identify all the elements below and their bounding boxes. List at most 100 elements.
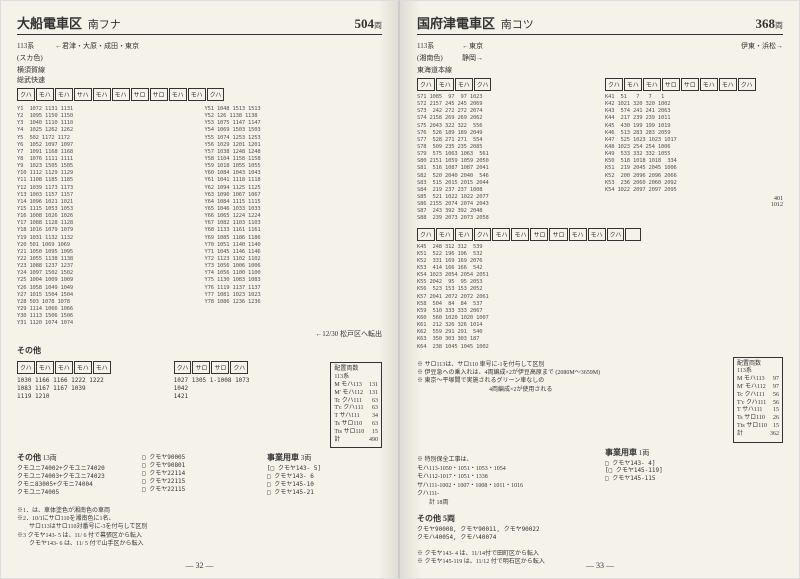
jigyo: 事業用車 1両 □ クモヤ143- 4][□ クモヤ145-119]□ クモヤ1… bbox=[605, 447, 783, 485]
car-label: クハ bbox=[738, 78, 756, 91]
car-label: クハ bbox=[607, 228, 625, 241]
mid-row: ※ サロ113は、サロ110 車号に-1を付与して区別※ 伊豆急への乗入れは、4… bbox=[417, 353, 783, 447]
color-note: (スカ色) bbox=[17, 53, 45, 63]
notes-mid: ※ 特別保全工事は、 モハ113-1050・1051・1053・1054モハ11… bbox=[417, 455, 595, 507]
sonota2-items: クモユニ74002+クモユニ74020クモユニ74003+クモユニ74023クモ… bbox=[17, 465, 132, 496]
sonota-count: 5両 bbox=[443, 514, 455, 523]
car-label: モハ bbox=[624, 78, 642, 91]
line-2: 総武快速 bbox=[17, 75, 45, 85]
series-note: ←東京 bbox=[462, 41, 483, 51]
car-label: クハ bbox=[605, 78, 623, 91]
car-label: サロ bbox=[211, 361, 229, 374]
depot-title: 国府津電車区 南コツ bbox=[417, 13, 534, 32]
header-left: 大船電車区 南フナ 504両 bbox=[17, 13, 382, 35]
formation-table-y51: Y51 1048 1513 1513Y52 126 1138 1138Y53 1… bbox=[205, 106, 383, 306]
count-value: 504 bbox=[355, 16, 375, 31]
car-label: モハ bbox=[455, 228, 473, 241]
depot-code: 南フナ bbox=[88, 19, 121, 31]
k-col: クハ モハ モハ サロ サロ モハ モハ クハ K41 51 7 7 1K42 … bbox=[605, 75, 783, 208]
series-row: 113系 (湘南色) 東海道本線 ←東京 静岡→ 伊東・浜松→ bbox=[417, 39, 783, 75]
top-tables: クハ モハ モハ クハ S71 1085 97 97 1023S72 2157 … bbox=[417, 75, 783, 225]
car-label bbox=[625, 228, 641, 241]
car-label: クハ bbox=[417, 228, 435, 241]
series-row: 113系 (スカ色) 横須賀線 総武快速 ←君津・大原・成田・東京 bbox=[17, 39, 382, 85]
car-label: クハ bbox=[230, 361, 248, 374]
series-label: 113系 bbox=[417, 41, 452, 51]
route-dest: 静岡→ bbox=[462, 53, 483, 63]
jigyo-label: 事業用車 bbox=[267, 453, 299, 462]
page-number: — 32 — bbox=[186, 561, 214, 570]
sonota-data2: 1027 1305 1-1008 107310421421 bbox=[174, 377, 321, 400]
alloc-rows: M モハ11397M' モハ11297Tc クハ11156T'c クハ11156… bbox=[737, 376, 779, 438]
car-label: サロ bbox=[131, 88, 149, 101]
car-label: クハ bbox=[474, 78, 492, 91]
car-label: モハ bbox=[112, 88, 130, 101]
sum-note2: 1012 bbox=[605, 202, 783, 208]
total-count: 504両 bbox=[355, 16, 383, 32]
sonota-col1: クハ モハ モハ モハ モハ 1030 1166 1166 1222 12221… bbox=[17, 358, 164, 402]
notes-mid-list: モハ113-1050・1051・1053・1054モハ112-1017・1051… bbox=[417, 465, 595, 507]
page-33: 国府津電車区 南コツ 368両 113系 (湘南色) 東海道本線 ←東京 静岡→… bbox=[400, 0, 800, 579]
page-number: — 33 — bbox=[586, 561, 614, 570]
car-label: サロ bbox=[192, 361, 210, 374]
jigyo-label: 事業用車 bbox=[605, 448, 637, 457]
allocation-box: 配置両数 113系 M モハ11397M' モハ11297Tc クハ11156T… bbox=[733, 357, 783, 443]
car-header-k2: クハ モハ モハ クハ モハ モハ サロ サロ モハ モハ クハ bbox=[417, 228, 783, 241]
series-note: ←君津・大原・成田・東京 bbox=[55, 41, 139, 51]
car-label: モハ bbox=[436, 228, 454, 241]
car-label: クハ bbox=[417, 78, 435, 91]
jigyo-count: 1両 bbox=[639, 449, 650, 457]
car-label: クハ bbox=[17, 361, 35, 374]
sonota2-label: その他 bbox=[17, 453, 41, 462]
notes-mid-title: ※ 特別保全工事は、 bbox=[417, 456, 595, 464]
sonota-row: クハ モハ モハ モハ モハ 1030 1166 1166 1222 12221… bbox=[17, 358, 382, 452]
car-label: モハ bbox=[643, 78, 661, 91]
formation-table-k: K41 51 7 7 1K42 1021 320 320 1002K43 574… bbox=[605, 94, 783, 194]
depot-name: 大船電車区 bbox=[17, 16, 82, 31]
car-label: サロ bbox=[549, 228, 567, 241]
alloc-series: 113系 bbox=[334, 374, 378, 382]
dest-note: 伊東・浜松→ bbox=[741, 41, 783, 51]
jigyo: 事業用車 3両 [□ クモヤ143- 5]□ クモヤ143- 6□ クモヤ145… bbox=[267, 452, 382, 498]
car-header-s: クハ モハ モハ クハ bbox=[417, 78, 595, 91]
car-label: モハ bbox=[55, 88, 73, 101]
car-label: クハ bbox=[207, 88, 225, 101]
car-label: サロ bbox=[530, 228, 548, 241]
jigyo-count: 3両 bbox=[301, 454, 312, 462]
car-label: モハ bbox=[169, 88, 187, 101]
car-label: サロ bbox=[662, 78, 680, 91]
car-type-header: クハ モハ モハ サハ モハ モハ サロ サロ モハ モハ クハ bbox=[17, 88, 382, 101]
car-label: モハ bbox=[188, 88, 206, 101]
dest-info: ←東京 静岡→ bbox=[462, 39, 483, 63]
car-label: モハ bbox=[36, 361, 54, 374]
series-info: 113系 (スカ色) 横須賀線 総武快速 bbox=[17, 39, 45, 85]
car-label: クハ bbox=[17, 88, 35, 101]
sonota2-count: 13両 bbox=[43, 454, 57, 462]
transfer-note: ←12/30 松戸区へ転出 bbox=[17, 329, 382, 339]
sonota-items: クモヤ90008, クモヤ90011, クモヤ90022クモハ40054, クモ… bbox=[417, 526, 783, 542]
count-unit: 両 bbox=[374, 21, 382, 30]
sonota-label: その他 bbox=[17, 345, 382, 356]
car-label: モハ bbox=[700, 78, 718, 91]
color-note: (湘南色) bbox=[417, 53, 452, 63]
count-value: 368 bbox=[756, 16, 776, 31]
formation-table-y1: Y1 1072 1131 1131Y2 1095 1150 1150Y3 104… bbox=[17, 106, 195, 327]
notes-top: ※ サロ113は、サロ110 車号に-1を付与して区別※ 伊豆急への乗入れは、4… bbox=[417, 361, 723, 395]
car-label: クハ bbox=[474, 228, 492, 241]
jigyo-items: □ クモヤ143- 4][□ クモヤ145-119]□ クモヤ145-115 bbox=[605, 460, 783, 483]
sonota-car-header2: クハ サロ サロ クハ bbox=[174, 361, 321, 374]
sonota2-items2: □ クモヤ90005□ クモヤ90801□ クモヤ22114□ クモヤ22115… bbox=[142, 454, 257, 493]
car-label: モハ bbox=[569, 228, 587, 241]
car-label: モハ bbox=[588, 228, 606, 241]
sonota-data: 1030 1166 1166 1222 12221083 1167 1167 1… bbox=[17, 377, 164, 400]
header-right: 国府津電車区 南コツ 368両 bbox=[417, 13, 783, 35]
page-32: 大船電車区 南フナ 504両 113系 (スカ色) 横須賀線 総武快速 ←君津・… bbox=[0, 0, 400, 579]
allocation-box: 配置両数 113系 M モハ113131M' モハ112131Tc クハ1116… bbox=[330, 362, 382, 448]
bottom-row: その他 13両 クモユニ74002+クモユニ74020クモユニ74003+クモユ… bbox=[17, 452, 382, 498]
total-count: 368両 bbox=[756, 16, 784, 32]
series-info: 113系 (湘南色) 東海道本線 bbox=[417, 39, 452, 75]
formation-tables: Y1 1072 1131 1131Y2 1095 1150 1150Y3 104… bbox=[17, 104, 382, 329]
car-label: モハ bbox=[74, 361, 92, 374]
car-header-k: クハ モハ モハ サロ サロ モハ モハ クハ bbox=[605, 78, 783, 91]
depot-title: 大船電車区 南フナ bbox=[17, 13, 121, 32]
